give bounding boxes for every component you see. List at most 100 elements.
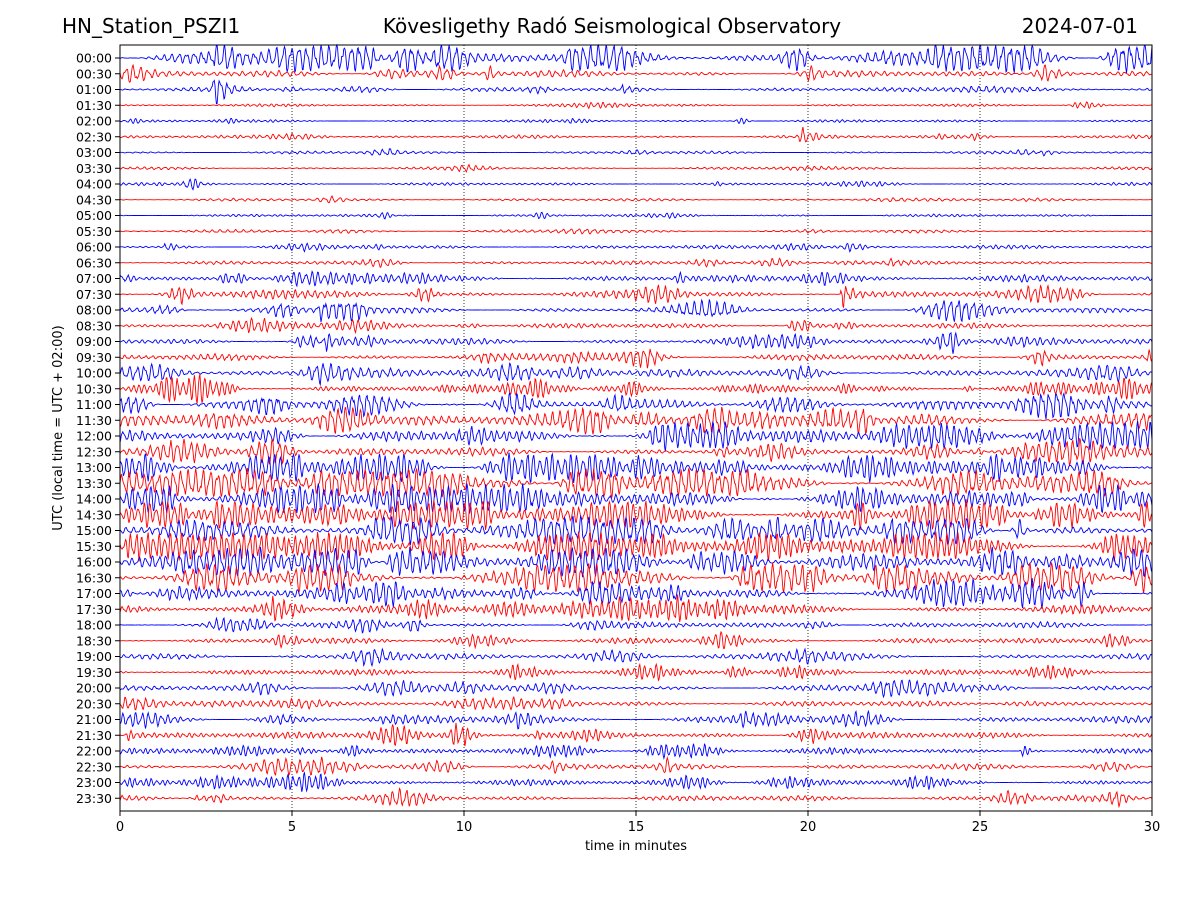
y-tick-label: 06:00 <box>76 240 112 255</box>
y-tick-label: 07:00 <box>76 271 112 286</box>
trace-13:00 <box>119 452 1153 484</box>
y-tick-label: 11:30 <box>76 413 112 428</box>
y-tick-label: 21:00 <box>76 712 112 727</box>
trace-13:30 <box>119 467 1153 499</box>
trace-10:30 <box>119 373 1153 404</box>
y-tick-label: 09:00 <box>76 334 112 349</box>
trace-02:30 <box>119 126 1153 143</box>
y-tick-label: 10:00 <box>76 366 112 381</box>
y-tick-label: 00:30 <box>76 66 112 81</box>
y-tick-label: 01:00 <box>76 82 112 97</box>
y-tick-label: 14:30 <box>76 507 112 522</box>
trace-09:00 <box>119 331 1153 354</box>
trace-05:30 <box>119 228 1152 235</box>
trace-21:00 <box>119 709 1153 730</box>
y-tick-label: 12:00 <box>76 429 112 444</box>
trace-03:00 <box>120 147 1153 157</box>
trace-12:00 <box>119 420 1153 452</box>
chart-title: Kövesligethy Radó Seismological Observat… <box>382 14 842 38</box>
trace-19:00 <box>119 647 1153 668</box>
y-tick-label: 01:30 <box>76 98 112 113</box>
y-tick-label: 22:30 <box>76 759 112 774</box>
trace-23:30 <box>119 787 1153 809</box>
trace-01:00 <box>119 79 1153 105</box>
trace-14:30 <box>119 499 1153 531</box>
trace-21:30 <box>119 722 1153 747</box>
y-axis-label: UTC (local time = UTC + 02:00) <box>51 325 66 530</box>
x-tick-label: 10 <box>456 820 473 835</box>
chart-date: 2024-07-01 <box>1021 14 1138 38</box>
y-tick-label: 16:00 <box>76 555 112 570</box>
y-tick-label: 17:30 <box>76 602 112 617</box>
y-tick-label: 15:00 <box>76 523 112 538</box>
y-tick-label: 11:00 <box>76 397 112 412</box>
y-tick-label: 08:30 <box>76 318 112 333</box>
trace-16:30 <box>120 562 1153 594</box>
trace-04:00 <box>119 178 1153 191</box>
y-tick-label: 20:00 <box>76 681 112 696</box>
trace-22:00 <box>119 742 1153 760</box>
trace-15:30 <box>119 530 1153 562</box>
station-name: HN_Station_PSZI1 <box>62 14 241 38</box>
y-tick-label: 03:00 <box>76 145 112 160</box>
trace-20:30 <box>119 695 1153 711</box>
x-tick-label: 25 <box>972 820 989 835</box>
trace-00:30 <box>119 63 1153 83</box>
y-tick-label: 23:30 <box>76 791 112 806</box>
y-tick-label: 15:30 <box>76 539 112 554</box>
trace-20:00 <box>119 679 1153 699</box>
trace-10:00 <box>119 362 1153 387</box>
trace-17:00 <box>119 577 1153 609</box>
trace-01:30 <box>120 101 1153 110</box>
y-tick-label: 16:30 <box>76 570 112 585</box>
x-tick-label: 5 <box>288 820 296 835</box>
x-tick-label: 20 <box>800 820 817 835</box>
trace-03:30 <box>119 163 1153 173</box>
y-tick-label: 13:30 <box>76 476 112 491</box>
trace-04:30 <box>120 195 1152 204</box>
trace-12:30 <box>119 437 1153 468</box>
y-tick-label: 22:00 <box>76 744 112 759</box>
trace-11:00 <box>119 391 1153 420</box>
y-tick-label: 00:00 <box>76 51 112 66</box>
x-tick-label: 30 <box>1144 820 1161 835</box>
trace-07:00 <box>119 270 1153 288</box>
trace-08:30 <box>119 316 1153 335</box>
y-tick-label: 19:30 <box>76 665 112 680</box>
y-tick-label: 17:00 <box>76 586 112 601</box>
y-tick-label: 05:30 <box>76 224 112 239</box>
x-axis-label: time in minutes <box>585 839 687 854</box>
y-tick-label: 09:30 <box>76 350 112 365</box>
y-tick-label: 18:00 <box>76 618 112 633</box>
y-tick-label: 21:30 <box>76 728 112 743</box>
trace-06:30 <box>120 257 1153 268</box>
y-tick-label: 02:30 <box>76 129 112 144</box>
y-tick-label: 06:30 <box>76 255 112 270</box>
trace-22:30 <box>120 755 1153 777</box>
y-tick-label: 10:30 <box>76 381 112 396</box>
y-tick-label: 07:30 <box>76 287 112 302</box>
x-tick-label: 0 <box>116 820 124 835</box>
grid-lines <box>291 45 981 811</box>
x-tick-label: 15 <box>628 820 645 835</box>
trace-14:00 <box>119 483 1153 514</box>
trace-05:00 <box>119 211 1153 220</box>
y-tick-label: 14:00 <box>76 492 112 507</box>
trace-15:00 <box>119 515 1153 546</box>
trace-08:00 <box>119 298 1153 323</box>
y-tick-label: 12:30 <box>76 444 112 459</box>
y-tick-label: 04:30 <box>76 192 112 207</box>
trace-18:30 <box>119 630 1153 650</box>
trace-02:00 <box>119 117 1153 125</box>
trace-11:30 <box>119 406 1153 436</box>
trace-00:00 <box>119 43 1153 73</box>
trace-07:30 <box>119 284 1153 309</box>
y-tick-label: 23:00 <box>76 775 112 790</box>
y-tick-label: 19:00 <box>76 649 112 664</box>
trace-23:00 <box>119 771 1153 793</box>
y-tick-label: 05:00 <box>76 208 112 223</box>
trace-16:00 <box>119 546 1153 578</box>
x-axis: 0 5 10 15 20 25 30 <box>116 811 1160 835</box>
trace-18:00 <box>119 616 1153 634</box>
